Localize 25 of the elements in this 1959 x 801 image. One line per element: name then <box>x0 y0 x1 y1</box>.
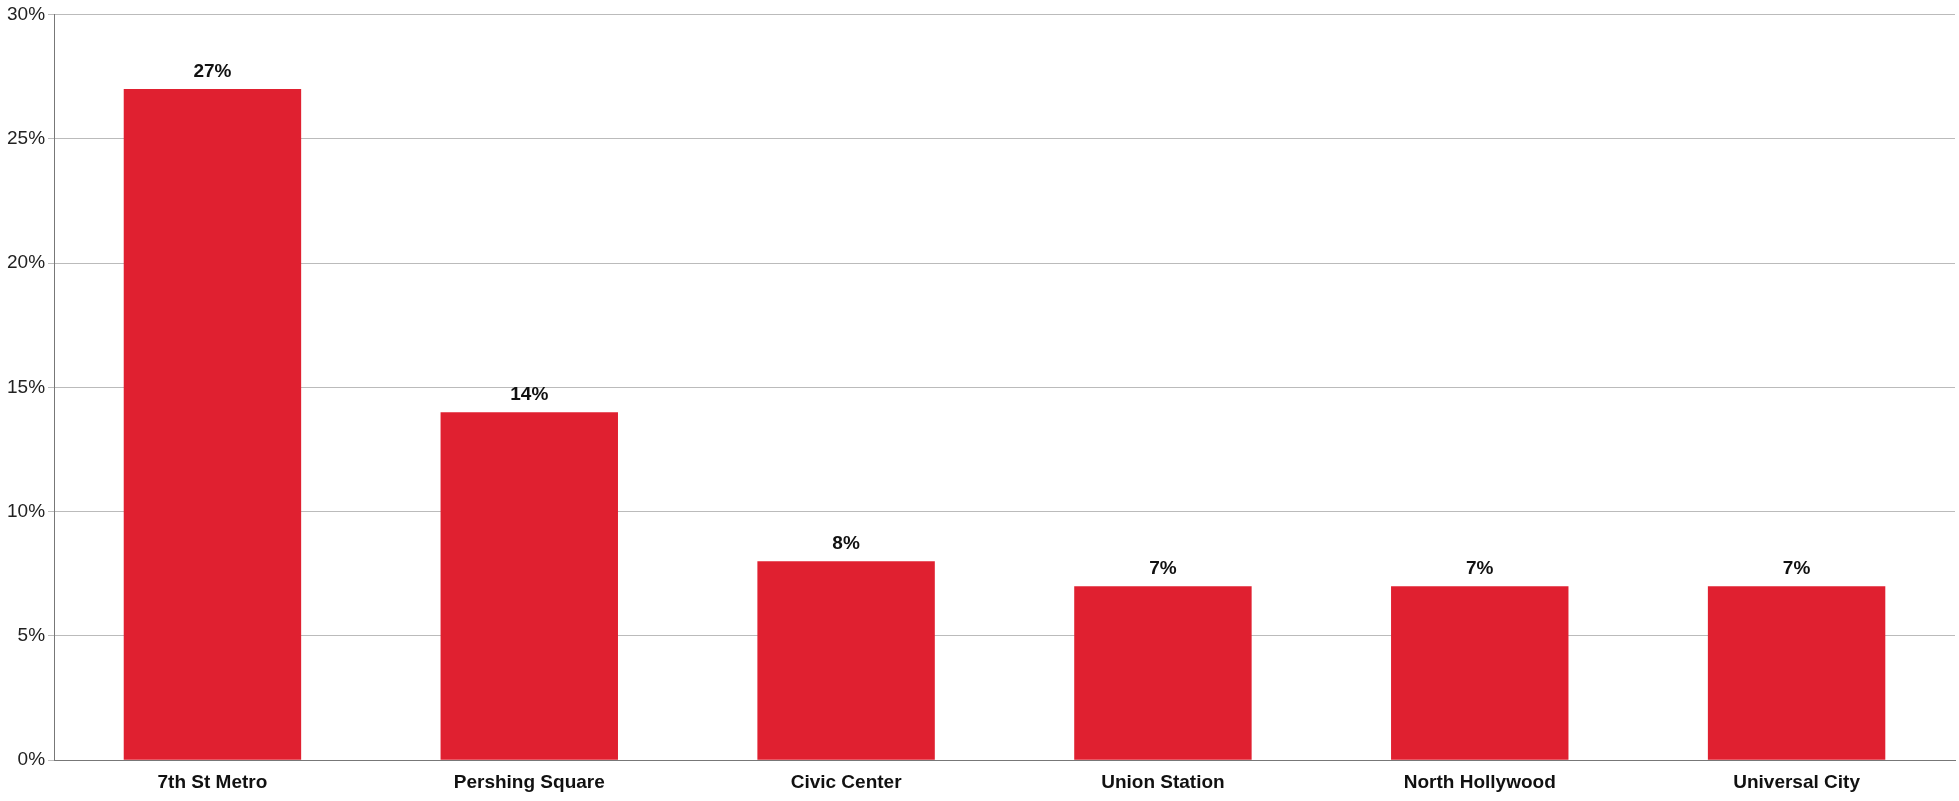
x-tick-label: North Hollywood <box>1403 770 1556 792</box>
bar <box>1391 586 1569 760</box>
y-tick-label: 30% <box>7 2 46 24</box>
data-label: 7% <box>1782 556 1811 578</box>
data-label: 7% <box>1466 556 1494 578</box>
x-tick-label: Civic Center <box>790 770 903 792</box>
bar <box>757 561 935 760</box>
bar <box>1707 586 1886 760</box>
x-tick-label: Universal City <box>1733 770 1861 792</box>
bar <box>123 88 302 760</box>
x-tick-label: 7th St Metro <box>157 770 268 792</box>
y-tick-label: 15% <box>7 375 46 397</box>
data-label: 7% <box>1149 556 1177 578</box>
y-tick-label: 10% <box>7 499 46 521</box>
y-tick-label: 25% <box>7 126 46 148</box>
bar <box>1074 586 1252 760</box>
x-tick-label: Union Station <box>1101 770 1225 792</box>
y-tick-label: 0% <box>17 748 46 770</box>
y-tick-label: 20% <box>7 251 46 273</box>
data-label: 8% <box>832 532 860 554</box>
data-label: 27% <box>193 59 232 81</box>
bar <box>440 412 618 760</box>
x-tick-label: Pershing Square <box>453 770 605 792</box>
data-label: 14% <box>510 382 549 404</box>
y-tick-label: 5% <box>17 624 46 646</box>
